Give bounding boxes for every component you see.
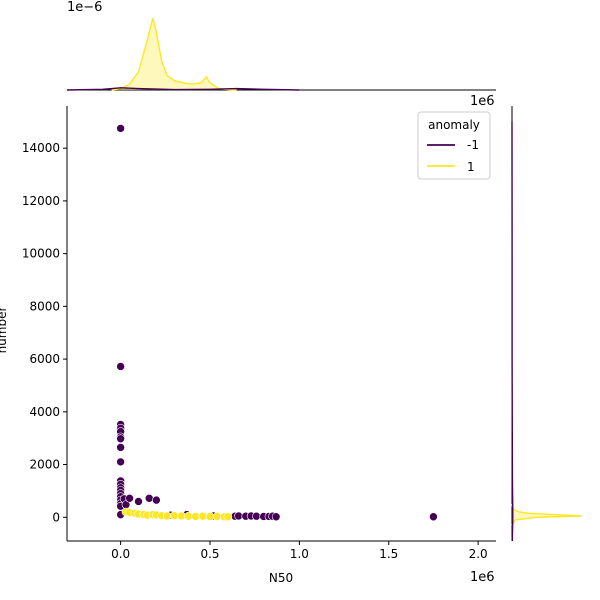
x-axis-label: N50 bbox=[269, 571, 293, 585]
legend-label-pos1: 1 bbox=[467, 160, 475, 174]
scatter-point-normal bbox=[177, 511, 186, 521]
y-tick-label: 10000 bbox=[22, 247, 60, 261]
scatter-point-normal bbox=[191, 512, 200, 521]
scatter-point-anomaly bbox=[116, 434, 125, 444]
scatter-points bbox=[116, 124, 438, 522]
scatter-point-anomaly bbox=[116, 457, 125, 467]
scatter-point-normal bbox=[205, 512, 215, 521]
x-tick-label: 1.5 bbox=[379, 547, 398, 561]
scatter-point-anomaly bbox=[252, 511, 261, 521]
x-tick-label: 2.0 bbox=[469, 547, 488, 561]
legend: anomaly -1 1 bbox=[417, 111, 491, 180]
x-ticks: 0.0 0.5 1.0 1.5 2.0 bbox=[111, 541, 488, 561]
right-marginal-offset-label: 1e6 bbox=[470, 94, 495, 109]
x-tick-label: 0.0 bbox=[111, 547, 130, 561]
top-marginal-curves bbox=[66, 17, 300, 91]
top-marginal-offset-label: 1e−6 bbox=[67, 0, 102, 15]
top-kde-line-anomaly bbox=[66, 87, 300, 91]
main-scatter-plot: 0.0 0.5 1.0 1.5 2.0 0 2000 4000 6000 8000 10000 12… bbox=[0, 106, 496, 585]
y-tick-label: 0 bbox=[52, 510, 60, 524]
scatter-point-anomaly bbox=[271, 512, 281, 522]
top-kde-fill-normal bbox=[111, 18, 237, 90]
scatter-point-normal bbox=[212, 512, 222, 521]
legend-title: anomaly bbox=[428, 118, 480, 132]
y-tick-label: 14000 bbox=[22, 141, 60, 155]
scatter-point-anomaly bbox=[234, 511, 243, 521]
right-marginal-kde: 1e6 bbox=[470, 94, 583, 542]
y-tick-label: 8000 bbox=[29, 299, 60, 313]
y-axis-label: number bbox=[0, 307, 9, 354]
y-ticks: 0 2000 4000 6000 8000 10000 12000 14000 bbox=[22, 141, 67, 524]
scatter-point-anomaly bbox=[144, 493, 154, 503]
scatter-point-normal bbox=[184, 511, 193, 521]
top-kde-line-normal bbox=[111, 17, 237, 91]
right-kde-line-normal bbox=[511, 503, 583, 526]
top-marginal-kde: 1e−6 bbox=[66, 0, 496, 91]
scatter-point-anomaly bbox=[116, 362, 125, 371]
scatter-point-normal bbox=[223, 512, 233, 522]
right-marginal-curves bbox=[511, 121, 583, 542]
right-kde-line-anomaly bbox=[511, 121, 514, 542]
scatter-point-anomaly bbox=[134, 497, 143, 506]
y-tick-label: 6000 bbox=[29, 352, 60, 366]
y-tick-label: 2000 bbox=[29, 458, 60, 472]
scatter-point-normal bbox=[162, 511, 172, 521]
scatter-point-anomaly bbox=[116, 443, 125, 452]
scatter-point-anomaly bbox=[116, 124, 125, 133]
x-tick-label: 0.5 bbox=[200, 547, 219, 561]
scatter-point-normal bbox=[198, 511, 208, 521]
scatter-point-anomaly bbox=[429, 512, 438, 522]
y-tick-label: 12000 bbox=[22, 194, 60, 208]
scatter-point-anomaly bbox=[125, 493, 134, 503]
scatter-point-normal bbox=[169, 511, 179, 520]
y-tick-label: 4000 bbox=[29, 405, 60, 419]
scatter-point-anomaly bbox=[152, 495, 161, 505]
legend-label-neg1: -1 bbox=[467, 138, 479, 152]
x-offset-label: 1e6 bbox=[470, 570, 495, 585]
x-tick-label: 1.0 bbox=[290, 547, 309, 561]
